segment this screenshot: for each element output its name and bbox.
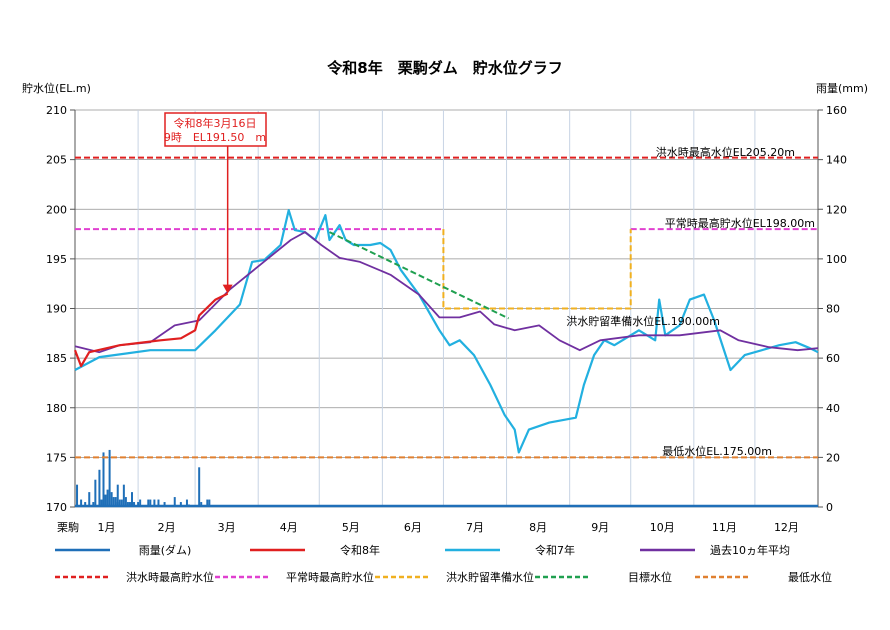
prep-level-label: 洪水貯留準備水位EL.190.00m xyxy=(566,314,720,328)
rain-bar xyxy=(157,499,160,507)
rain-bar xyxy=(84,502,87,507)
flood-level-label: 洪水時最高水位EL205.20m xyxy=(656,145,795,159)
current-level-callout: 令和8年3月16日 9時 EL191.50 m xyxy=(164,112,267,294)
month-label: 4月 xyxy=(280,521,298,534)
rain-bar xyxy=(80,499,83,507)
y-tick-label: 190 xyxy=(46,303,67,316)
y-axis-label: 貯水位(EL.m) xyxy=(22,81,91,95)
rain-bar xyxy=(114,497,117,507)
normal-level-label: 平常時最高貯水位EL198.00m xyxy=(665,216,815,230)
rain-bar xyxy=(104,494,107,507)
rain-bar xyxy=(122,484,125,507)
month-label: 7月 xyxy=(466,521,484,534)
y2-tick-label: 40 xyxy=(826,402,840,415)
y2-tick-label: 160 xyxy=(826,104,847,117)
series-r7-line xyxy=(74,209,819,454)
rain-bar xyxy=(147,499,150,507)
y-tick-label: 200 xyxy=(46,203,67,216)
rain-bar xyxy=(128,502,131,507)
rain-bar xyxy=(120,499,123,507)
rain-bar xyxy=(153,499,156,507)
y2-tick-label: 0 xyxy=(826,501,833,514)
rain-bar xyxy=(94,479,97,507)
rain-bar xyxy=(149,499,152,507)
rain-bar xyxy=(173,497,176,507)
rain-bar xyxy=(106,489,109,507)
x-axis-prefix: 栗駒 xyxy=(57,521,79,534)
legend-label-target: 目標水位 xyxy=(628,570,672,584)
rain-bar xyxy=(179,502,182,507)
rain-bar xyxy=(137,502,140,507)
month-label: 9月 xyxy=(591,521,609,534)
callout-date: 令和8年3月16日 xyxy=(174,116,257,130)
y-tick-label: 210 xyxy=(46,104,67,117)
legend-label-flood: 洪水時最高貯水位 xyxy=(126,570,214,584)
month-label: 12月 xyxy=(774,521,799,534)
series-target-line xyxy=(329,231,510,320)
rain-bar xyxy=(198,467,201,507)
month-label: 6月 xyxy=(404,521,422,534)
month-label: 5月 xyxy=(342,521,360,534)
y-tick-label: 205 xyxy=(46,154,67,167)
rain-bar xyxy=(98,469,101,507)
y2-tick-label: 20 xyxy=(826,451,840,464)
series-avg-line xyxy=(74,231,819,354)
legend-label-rain: 雨量(ダム) xyxy=(139,543,192,557)
rain-bar xyxy=(133,502,136,507)
y2-tick-label: 100 xyxy=(826,253,847,266)
month-label: 1月 xyxy=(98,521,116,534)
rain-bar xyxy=(108,449,111,507)
rain-bar xyxy=(88,492,91,507)
series-prep-line xyxy=(442,229,632,310)
legend-label-r7: 令和7年 xyxy=(535,543,575,557)
legend-label-min: 最低水位 xyxy=(788,570,832,584)
legend-label-r8: 令和8年 xyxy=(340,543,380,557)
month-label: 3月 xyxy=(218,521,236,534)
y-tick-label: 185 xyxy=(46,352,67,365)
callout-value: 9時 EL191.50 m xyxy=(164,131,266,144)
rain-bar xyxy=(110,492,113,507)
y-tick-label: 170 xyxy=(46,501,67,514)
rain-bar xyxy=(76,484,79,507)
rain-bar xyxy=(100,499,103,507)
callout-box xyxy=(164,112,267,147)
chart-title: 令和8年 栗駒ダム 貯水位グラフ xyxy=(327,59,562,77)
y2-tick-label: 80 xyxy=(826,303,840,316)
month-label: 8月 xyxy=(529,521,547,534)
rain-bar xyxy=(112,497,115,507)
month-label: 2月 xyxy=(158,521,176,534)
y2-axis-label: 雨量(mm) xyxy=(816,82,868,95)
callout-arrowhead-icon xyxy=(222,284,233,294)
legend-label-normal: 平常時最高貯水位 xyxy=(286,570,374,584)
rain-bar xyxy=(163,502,166,507)
y-tick-label: 180 xyxy=(46,402,67,415)
rain-bar xyxy=(124,497,127,507)
rain-bar xyxy=(102,452,105,507)
rain-bar xyxy=(208,499,211,507)
series-r8-line xyxy=(73,292,229,368)
y2-tick-label: 120 xyxy=(826,203,847,216)
rain-bar xyxy=(116,484,119,507)
min-level-label: 最低水位EL.175.00m xyxy=(662,444,772,458)
legend-label-avg: 過去10ヵ年平均 xyxy=(710,543,790,557)
rain-bar xyxy=(130,492,133,507)
rain-bar xyxy=(139,499,142,507)
rain-bar xyxy=(206,499,209,507)
rain-bar xyxy=(185,499,188,507)
y-tick-label: 175 xyxy=(46,451,67,464)
month-label: 10月 xyxy=(650,521,675,534)
y-tick-label: 195 xyxy=(46,253,67,266)
legend-label-prep: 洪水貯留準備水位 xyxy=(446,570,534,584)
rain-bar xyxy=(200,502,203,507)
rain-bar xyxy=(92,502,95,507)
y2-tick-label: 60 xyxy=(826,352,840,365)
y2-tick-label: 140 xyxy=(826,154,847,167)
rain-bar xyxy=(126,502,129,507)
rain-bar xyxy=(118,499,121,507)
month-label: 11月 xyxy=(712,521,737,534)
